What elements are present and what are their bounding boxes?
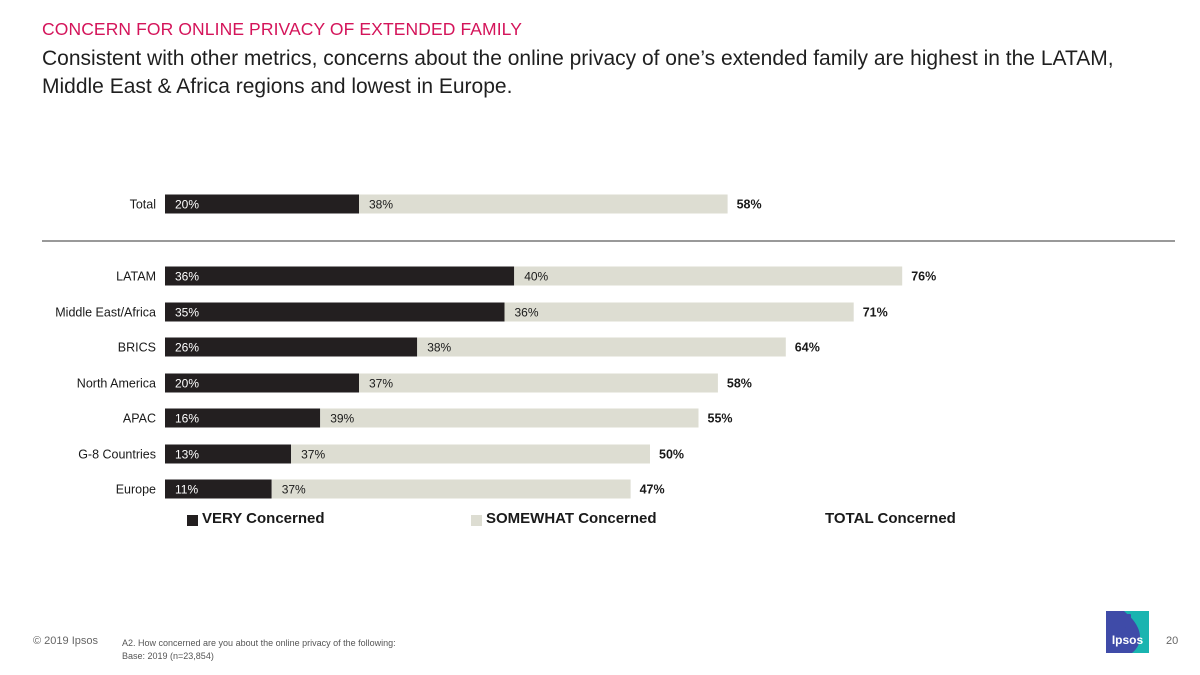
category-label-middle-east-africa: Middle East/Africa [55, 306, 156, 320]
category-label-brics: BRICS [118, 341, 156, 355]
legend-somewhat-label: SOMEWHAT Concerned [486, 510, 657, 527]
slide-kicker: CONCERN FOR ONLINE PRIVACY OF EXTENDED F… [42, 19, 522, 39]
bar-somewhat-brics [417, 337, 786, 357]
value-somewhat-latam: 40% [524, 270, 548, 284]
value-somewhat-europe: 37% [282, 483, 306, 497]
value-very-total: 20% [175, 198, 199, 212]
bar-very-brics [165, 337, 418, 357]
category-label-apac: APAC [123, 412, 156, 426]
footer-note: A2. How concerned are you about the onli… [122, 637, 396, 663]
value-total-north-america: 58% [727, 377, 752, 391]
legend-somewhat: SOMEWHAT Concerned [471, 510, 657, 527]
stacked-bar-chart: Total 20% 38% 58% LATAM 36% 40% 76% Middle East/… [42, 194, 1175, 499]
legend-somewhat-swatch [471, 514, 482, 526]
legend-total: TOTAL Concerned [825, 510, 956, 527]
bar-somewhat-middle-east-africa [504, 302, 854, 322]
bar-somewhat-europe [271, 479, 631, 499]
value-total-europe: 47% [640, 483, 665, 497]
value-very-g-8-countries: 13% [175, 448, 199, 462]
value-very-europe: 11% [175, 483, 198, 497]
bar-somewhat-north-america [359, 373, 718, 393]
value-total-middle-east-africa: 71% [863, 306, 888, 320]
value-somewhat-apac: 39% [330, 412, 354, 426]
bar-very-middle-east-africa [165, 302, 505, 322]
value-total-total: 58% [737, 198, 762, 212]
footer-question: A2. How concerned are you about the onli… [122, 638, 396, 648]
bar-somewhat-g-8-countries [291, 444, 650, 464]
value-somewhat-north-america: 37% [369, 377, 393, 391]
category-label-north-america: North America [77, 377, 156, 391]
footer-base: Base: 2019 (n=23,854) [122, 651, 214, 661]
bar-somewhat-latam [514, 266, 903, 286]
bar-somewhat-apac [320, 408, 699, 428]
category-label-g-8-countries: G-8 Countries [78, 448, 156, 462]
category-label-latam: LATAM [116, 270, 156, 284]
value-very-brics: 26% [175, 341, 199, 355]
value-somewhat-g-8-countries: 37% [301, 448, 325, 462]
value-total-g-8-countries: 50% [659, 448, 684, 462]
bar-very-total [165, 194, 359, 214]
chart-legend: VERY Concerned SOMEWHAT Concerned TOTAL … [0, 510, 1200, 532]
bar-very-europe [165, 479, 272, 499]
legend-very-swatch [187, 514, 198, 526]
bar-very-latam [165, 266, 515, 286]
bar-somewhat-total [359, 194, 728, 214]
value-very-latam: 36% [175, 270, 199, 284]
value-somewhat-middle-east-africa: 36% [515, 306, 539, 320]
slide-headline: Consistent with other metrics, concerns … [42, 47, 1114, 98]
value-total-latam: 76% [911, 270, 936, 284]
value-very-apac: 16% [175, 412, 199, 426]
value-somewhat-total: 38% [369, 198, 393, 212]
bar-very-north-america [165, 373, 359, 393]
category-label-europe: Europe [116, 483, 156, 497]
logo-text: Ipsos [1112, 633, 1144, 647]
ipsos-logo: Ipsos [1106, 611, 1149, 653]
bar-very-g-8-countries [165, 444, 292, 464]
page-number: 20 [1166, 635, 1179, 647]
value-somewhat-brics: 38% [427, 341, 451, 355]
value-very-middle-east-africa: 35% [175, 306, 199, 320]
value-total-apac: 55% [708, 412, 733, 426]
footer-copyright: © 2019 Ipsos [33, 635, 98, 647]
legend-very-label: VERY Concerned [202, 510, 325, 527]
legend-very: VERY Concerned [187, 510, 325, 527]
bar-very-apac [165, 408, 321, 428]
category-label-total: Total [130, 198, 156, 212]
legend-total-label: TOTAL Concerned [825, 510, 956, 527]
value-total-brics: 64% [795, 341, 820, 355]
value-very-north-america: 20% [175, 377, 199, 391]
